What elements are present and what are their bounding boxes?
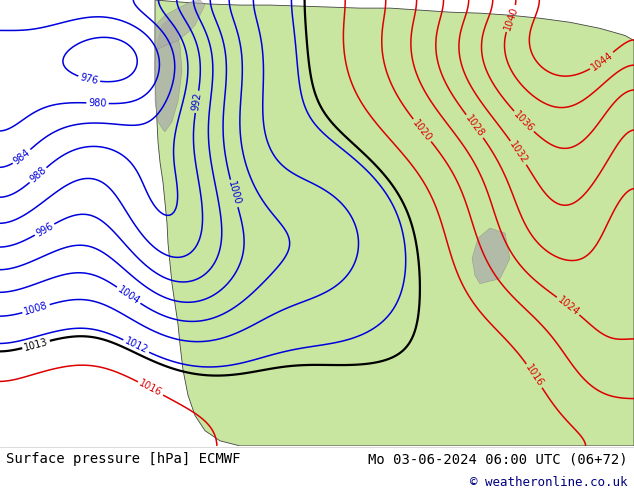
Text: 1020: 1020 (411, 118, 434, 143)
Text: 1008: 1008 (23, 300, 49, 317)
Text: 988: 988 (28, 165, 48, 185)
Text: 1013: 1013 (23, 337, 49, 352)
Text: 1044: 1044 (589, 50, 615, 73)
Text: 1016: 1016 (524, 363, 545, 389)
Text: 1032: 1032 (507, 140, 529, 166)
Text: 984: 984 (11, 147, 32, 167)
Polygon shape (155, 0, 205, 50)
Text: 996: 996 (34, 220, 55, 239)
Polygon shape (155, 20, 182, 132)
Text: 1012: 1012 (123, 336, 150, 356)
Text: Surface pressure [hPa] ECMWF: Surface pressure [hPa] ECMWF (6, 452, 241, 466)
Text: 1004: 1004 (115, 284, 141, 306)
Text: 992: 992 (191, 92, 204, 112)
Text: © weatheronline.co.uk: © weatheronline.co.uk (470, 476, 628, 489)
Text: 1036: 1036 (512, 109, 536, 134)
Text: 1000: 1000 (226, 180, 242, 207)
Polygon shape (472, 228, 510, 284)
Text: Mo 03-06-2024 06:00 UTC (06+72): Mo 03-06-2024 06:00 UTC (06+72) (368, 452, 628, 466)
Text: 1028: 1028 (463, 113, 486, 139)
Text: 1016: 1016 (138, 378, 164, 398)
Text: 1024: 1024 (555, 294, 581, 318)
Text: 980: 980 (88, 98, 107, 108)
Text: 976: 976 (79, 73, 99, 86)
Polygon shape (155, 0, 634, 446)
Text: 1040: 1040 (502, 5, 520, 32)
